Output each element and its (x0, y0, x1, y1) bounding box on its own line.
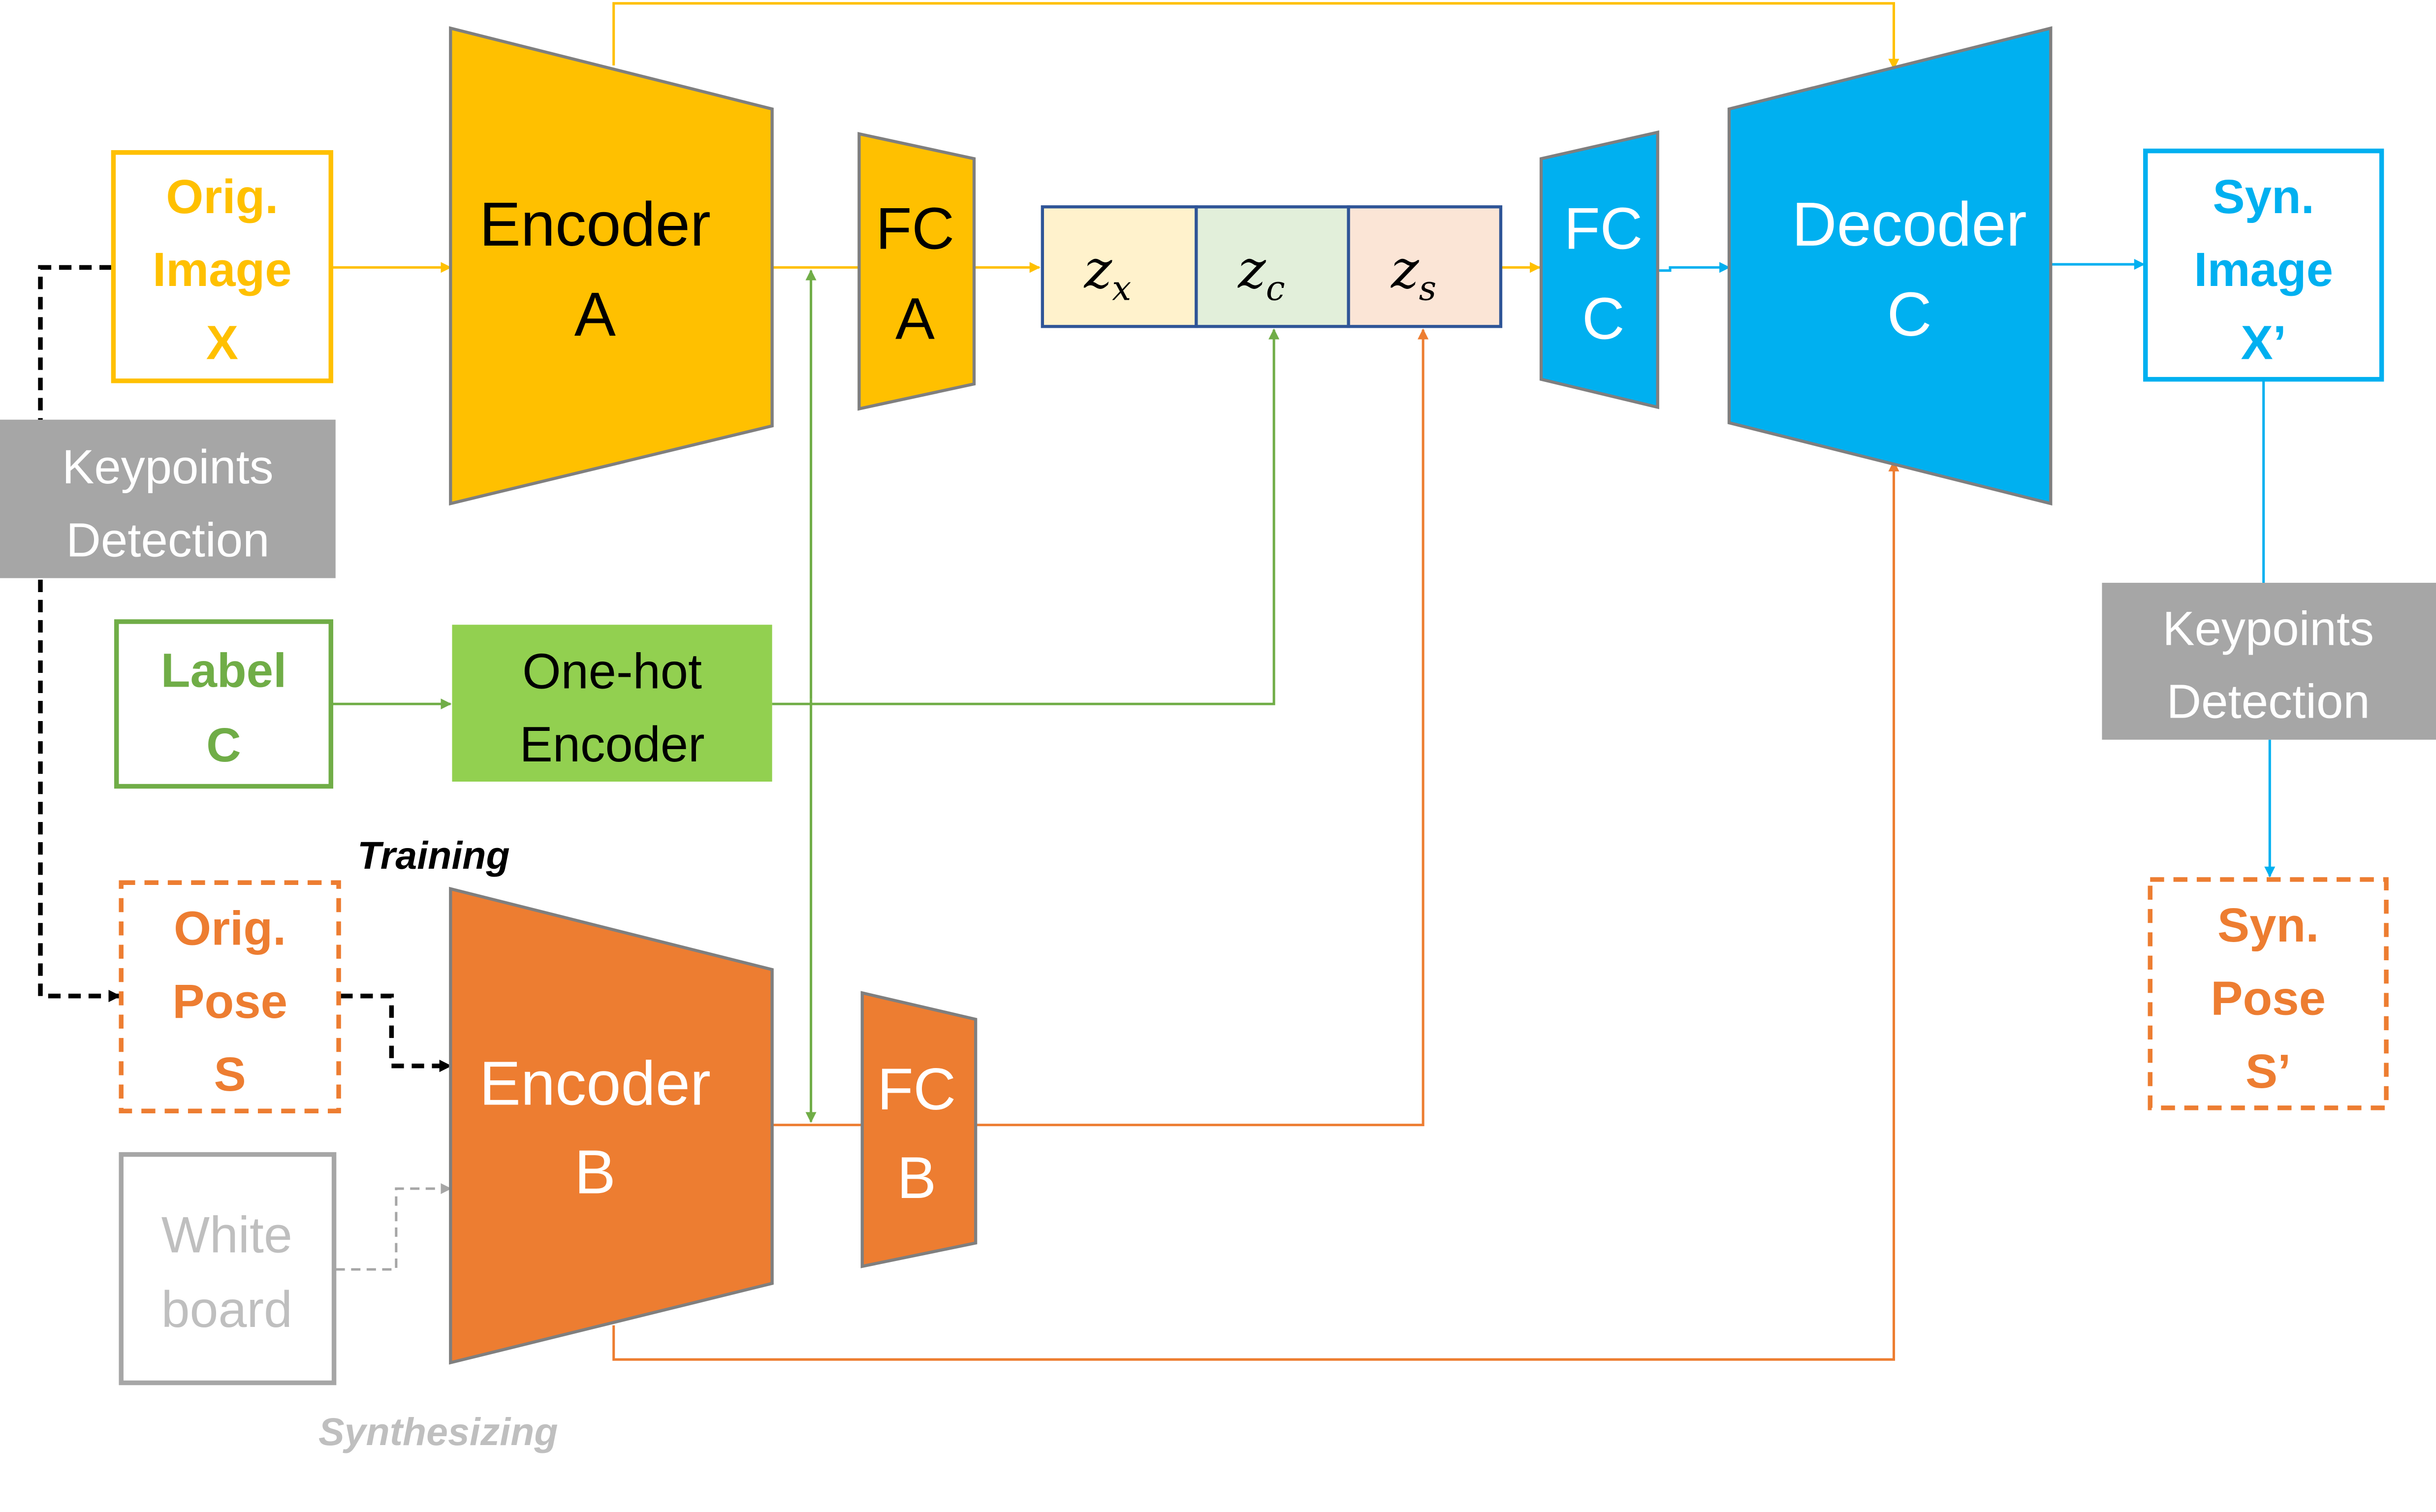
fc-b-letter: B (897, 1145, 936, 1211)
dashed-image-to-pose (38, 265, 121, 1003)
fc-a: FC A (857, 132, 976, 411)
keypoints-detection-right: Keypoints Detection (2102, 583, 2436, 740)
syn-image-line-2: Image (2194, 242, 2333, 296)
encoder-a-label: Encoder (479, 189, 711, 259)
orig-pose-line-2: Pose (172, 974, 287, 1028)
fc-c-label: FC (1564, 195, 1643, 261)
orig-pose-line-1: Orig. (174, 901, 286, 955)
keypoints-right-line-2: Detection (2166, 674, 2370, 728)
encoder-a-letter: A (574, 280, 616, 349)
decoder-c-letter: C (1887, 280, 1931, 349)
arrow-fc-c-to-decoder (1657, 262, 1731, 273)
label-box: Label C (114, 619, 334, 789)
synthesizing-label: Synthesizing (318, 1410, 558, 1453)
dashed-pose-to-encoder-b (340, 993, 452, 1072)
latent-zc: zc (1237, 239, 1285, 308)
syn-image-line-1: Syn. (2213, 169, 2314, 223)
fc-a-letter: A (895, 286, 935, 352)
keypoints-left-line-2: Detection (66, 512, 269, 567)
white-board-box: White board (119, 1152, 337, 1386)
latent-zx: zx (1083, 239, 1132, 308)
encoder-b-label: Encoder (479, 1049, 711, 1118)
label-line-2: C (206, 718, 241, 772)
syn-pose-line-2: Pose (2211, 971, 2326, 1025)
decoder-c-label: Decoder (1792, 189, 2026, 259)
fc-b: FC B (860, 991, 978, 1268)
arrow-onehot-to-zc (772, 328, 1280, 705)
one-hot-line-1: One-hot (522, 644, 702, 699)
connectors (38, 2, 2276, 1361)
syn-pose-box: Syn. Pose S’ (2148, 877, 2389, 1110)
skip-encoder-b-to-decoder (612, 460, 1899, 1361)
syn-pose-line-3: S’ (2246, 1044, 2291, 1098)
white-board-line-2: board (161, 1281, 292, 1338)
fc-a-label: FC (876, 195, 954, 261)
encoder-a: Encoder A (449, 26, 774, 506)
encoder-b: Encoder B (449, 886, 774, 1365)
label-line-1: Label (161, 643, 287, 697)
orig-pose-box: Orig. Pose S (119, 880, 341, 1113)
skip-encoder-a-to-decoder (612, 2, 1899, 70)
latent-vector: zx zc zs (1041, 205, 1503, 328)
keypoints-detection-left: Keypoints Detection (0, 419, 336, 578)
keypoints-right-line-1: Keypoints (2162, 601, 2374, 655)
latent-zs: zs (1390, 239, 1436, 308)
arrow-fc-b-to-zs (974, 328, 1429, 1127)
training-label: Training (357, 834, 510, 877)
white-board-line-1: White (161, 1206, 292, 1263)
keypoints-left-line-1: Keypoints (62, 440, 274, 494)
orig-image-line-2: Image (153, 242, 292, 296)
orig-image-line-3: X (206, 315, 238, 370)
decoder-c: Decoder C (1727, 26, 2053, 506)
fc-c: FC C (1539, 130, 1659, 410)
syn-image-line-3: X’ (2241, 315, 2286, 370)
one-hot-line-2: Encoder (519, 717, 704, 772)
fc-b-label: FC (877, 1056, 956, 1122)
syn-pose-line-1: Syn. (2217, 898, 2319, 952)
orig-image-line-1: Orig. (166, 169, 278, 223)
orig-image-box: Orig. Image X (111, 150, 334, 383)
orig-pose-line-3: S (214, 1047, 246, 1101)
syn-image-box: Syn. Image X’ (2143, 148, 2384, 382)
fc-c-letter: C (1582, 286, 1625, 352)
dashed-whiteboard-to-encoder-b (335, 1183, 452, 1271)
one-hot-encoder: One-hot Encoder (452, 625, 772, 782)
encoder-b-letter: B (574, 1137, 616, 1206)
